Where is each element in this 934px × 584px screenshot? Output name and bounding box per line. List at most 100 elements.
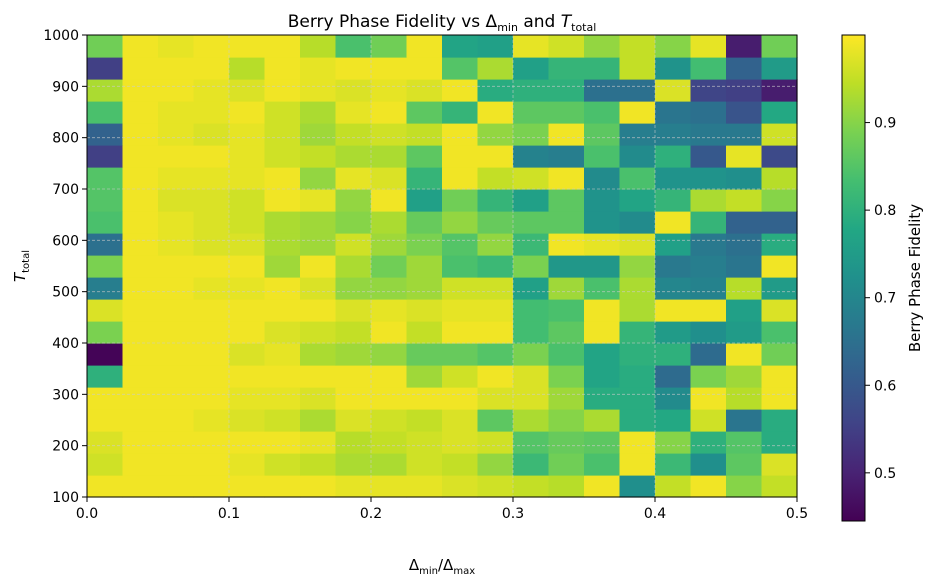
- heatmap-cell: [655, 233, 692, 256]
- heatmap-cell: [229, 79, 266, 102]
- heatmap-cell: [690, 145, 727, 168]
- heatmap-cell: [548, 453, 585, 476]
- heatmap-cell: [619, 79, 656, 102]
- heatmap-cell: [619, 57, 656, 80]
- heatmap-cell: [158, 255, 195, 278]
- heatmap-cell: [513, 145, 550, 168]
- heatmap-cell: [619, 167, 656, 190]
- heatmap-cell: [761, 101, 798, 124]
- x-axis-label: Δmin/Δmax: [409, 556, 475, 577]
- heatmap-cell: [229, 453, 266, 476]
- heatmap-cell: [548, 233, 585, 256]
- heatmap-cell: [442, 167, 479, 190]
- heatmap-cell: [655, 475, 692, 498]
- heatmap-cell: [406, 299, 443, 322]
- heatmap-cell: [122, 475, 159, 498]
- heatmap-cell: [655, 211, 692, 234]
- heatmap-cell: [655, 321, 692, 344]
- heatmap-cell: [477, 409, 514, 432]
- heatmap-cell: [726, 475, 763, 498]
- heatmap-cell: [513, 299, 550, 322]
- heatmap-cell: [513, 211, 550, 234]
- heatmap-cell: [264, 189, 301, 212]
- heatmap-cell: [655, 343, 692, 366]
- heatmap-cell: [690, 57, 727, 80]
- heatmap-cell: [619, 277, 656, 300]
- colorbar-tick-label: 0.8: [874, 203, 896, 219]
- heatmap-cell: [87, 475, 124, 498]
- heatmap-cell: [87, 123, 124, 146]
- heatmap-cell: [158, 343, 195, 366]
- heatmap-cell: [726, 167, 763, 190]
- heatmap-cell: [548, 123, 585, 146]
- heatmap-cell: [229, 365, 266, 388]
- heatmap-cell: [406, 101, 443, 124]
- heatmap-cell: [264, 475, 301, 498]
- heatmap-cell: [477, 57, 514, 80]
- heatmap-cell: [264, 277, 301, 300]
- heatmap-cell: [87, 211, 124, 234]
- heatmap-cell: [406, 35, 443, 58]
- heatmap-cell: [619, 189, 656, 212]
- heatmap-cell: [477, 167, 514, 190]
- heatmap-cell: [690, 211, 727, 234]
- x-tick-label: 0.0: [76, 506, 98, 522]
- heatmap-cell: [548, 145, 585, 168]
- heatmap-cell: [335, 79, 372, 102]
- heatmap-cell: [690, 35, 727, 58]
- heatmap-cell: [158, 211, 195, 234]
- heatmap-cell: [477, 475, 514, 498]
- heatmap-cell: [122, 453, 159, 476]
- heatmap-cell: [406, 277, 443, 300]
- heatmap-cell: [655, 79, 692, 102]
- heatmap-cell: [193, 35, 230, 58]
- heatmap-cell: [726, 343, 763, 366]
- y-tick-label: 900: [52, 79, 79, 95]
- heatmap-cell: [548, 189, 585, 212]
- heatmap-cell: [158, 189, 195, 212]
- heatmap-cell: [619, 299, 656, 322]
- heatmap-cell: [477, 211, 514, 234]
- heatmap-cell: [122, 321, 159, 344]
- heatmap-cell: [726, 255, 763, 278]
- heatmap-cell: [761, 453, 798, 476]
- heatmap-cell: [264, 123, 301, 146]
- heatmap-cell: [371, 123, 408, 146]
- heatmap-cell: [442, 453, 479, 476]
- heatmap-cell: [193, 123, 230, 146]
- heatmap-cell: [513, 79, 550, 102]
- heatmap-cell: [690, 233, 727, 256]
- heatmap-cell: [406, 409, 443, 432]
- heatmap-cell: [584, 79, 621, 102]
- heatmap-cell: [87, 189, 124, 212]
- heatmap-cell: [335, 299, 372, 322]
- heatmap-cell: [335, 277, 372, 300]
- heatmap-cell: [619, 343, 656, 366]
- heatmap-cell: [300, 211, 337, 234]
- heatmap-cell: [300, 387, 337, 410]
- heatmap-cell: [122, 431, 159, 454]
- y-tick-label: 800: [52, 131, 79, 147]
- heatmap-cell: [655, 145, 692, 168]
- heatmap-cell: [158, 431, 195, 454]
- heatmap-cell: [726, 57, 763, 80]
- heatmap-cell: [264, 387, 301, 410]
- heatmap-cell: [264, 145, 301, 168]
- heatmap-cell: [761, 79, 798, 102]
- heatmap-cell: [761, 299, 798, 322]
- heatmap-cell: [335, 57, 372, 80]
- heatmap-cell: [122, 277, 159, 300]
- heatmap-cell: [761, 277, 798, 300]
- heatmap-cell: [690, 189, 727, 212]
- heatmap-cell: [335, 453, 372, 476]
- heatmap-cell: [513, 57, 550, 80]
- heatmap-cell: [406, 475, 443, 498]
- heatmap-cell: [584, 387, 621, 410]
- heatmap-cell: [584, 343, 621, 366]
- heatmap-cell: [655, 387, 692, 410]
- heatmap-cell: [193, 79, 230, 102]
- heatmap-cell: [300, 167, 337, 190]
- heatmap-cell: [335, 145, 372, 168]
- heatmap-cell: [371, 167, 408, 190]
- colorbar-tick-label: 0.9: [874, 116, 896, 132]
